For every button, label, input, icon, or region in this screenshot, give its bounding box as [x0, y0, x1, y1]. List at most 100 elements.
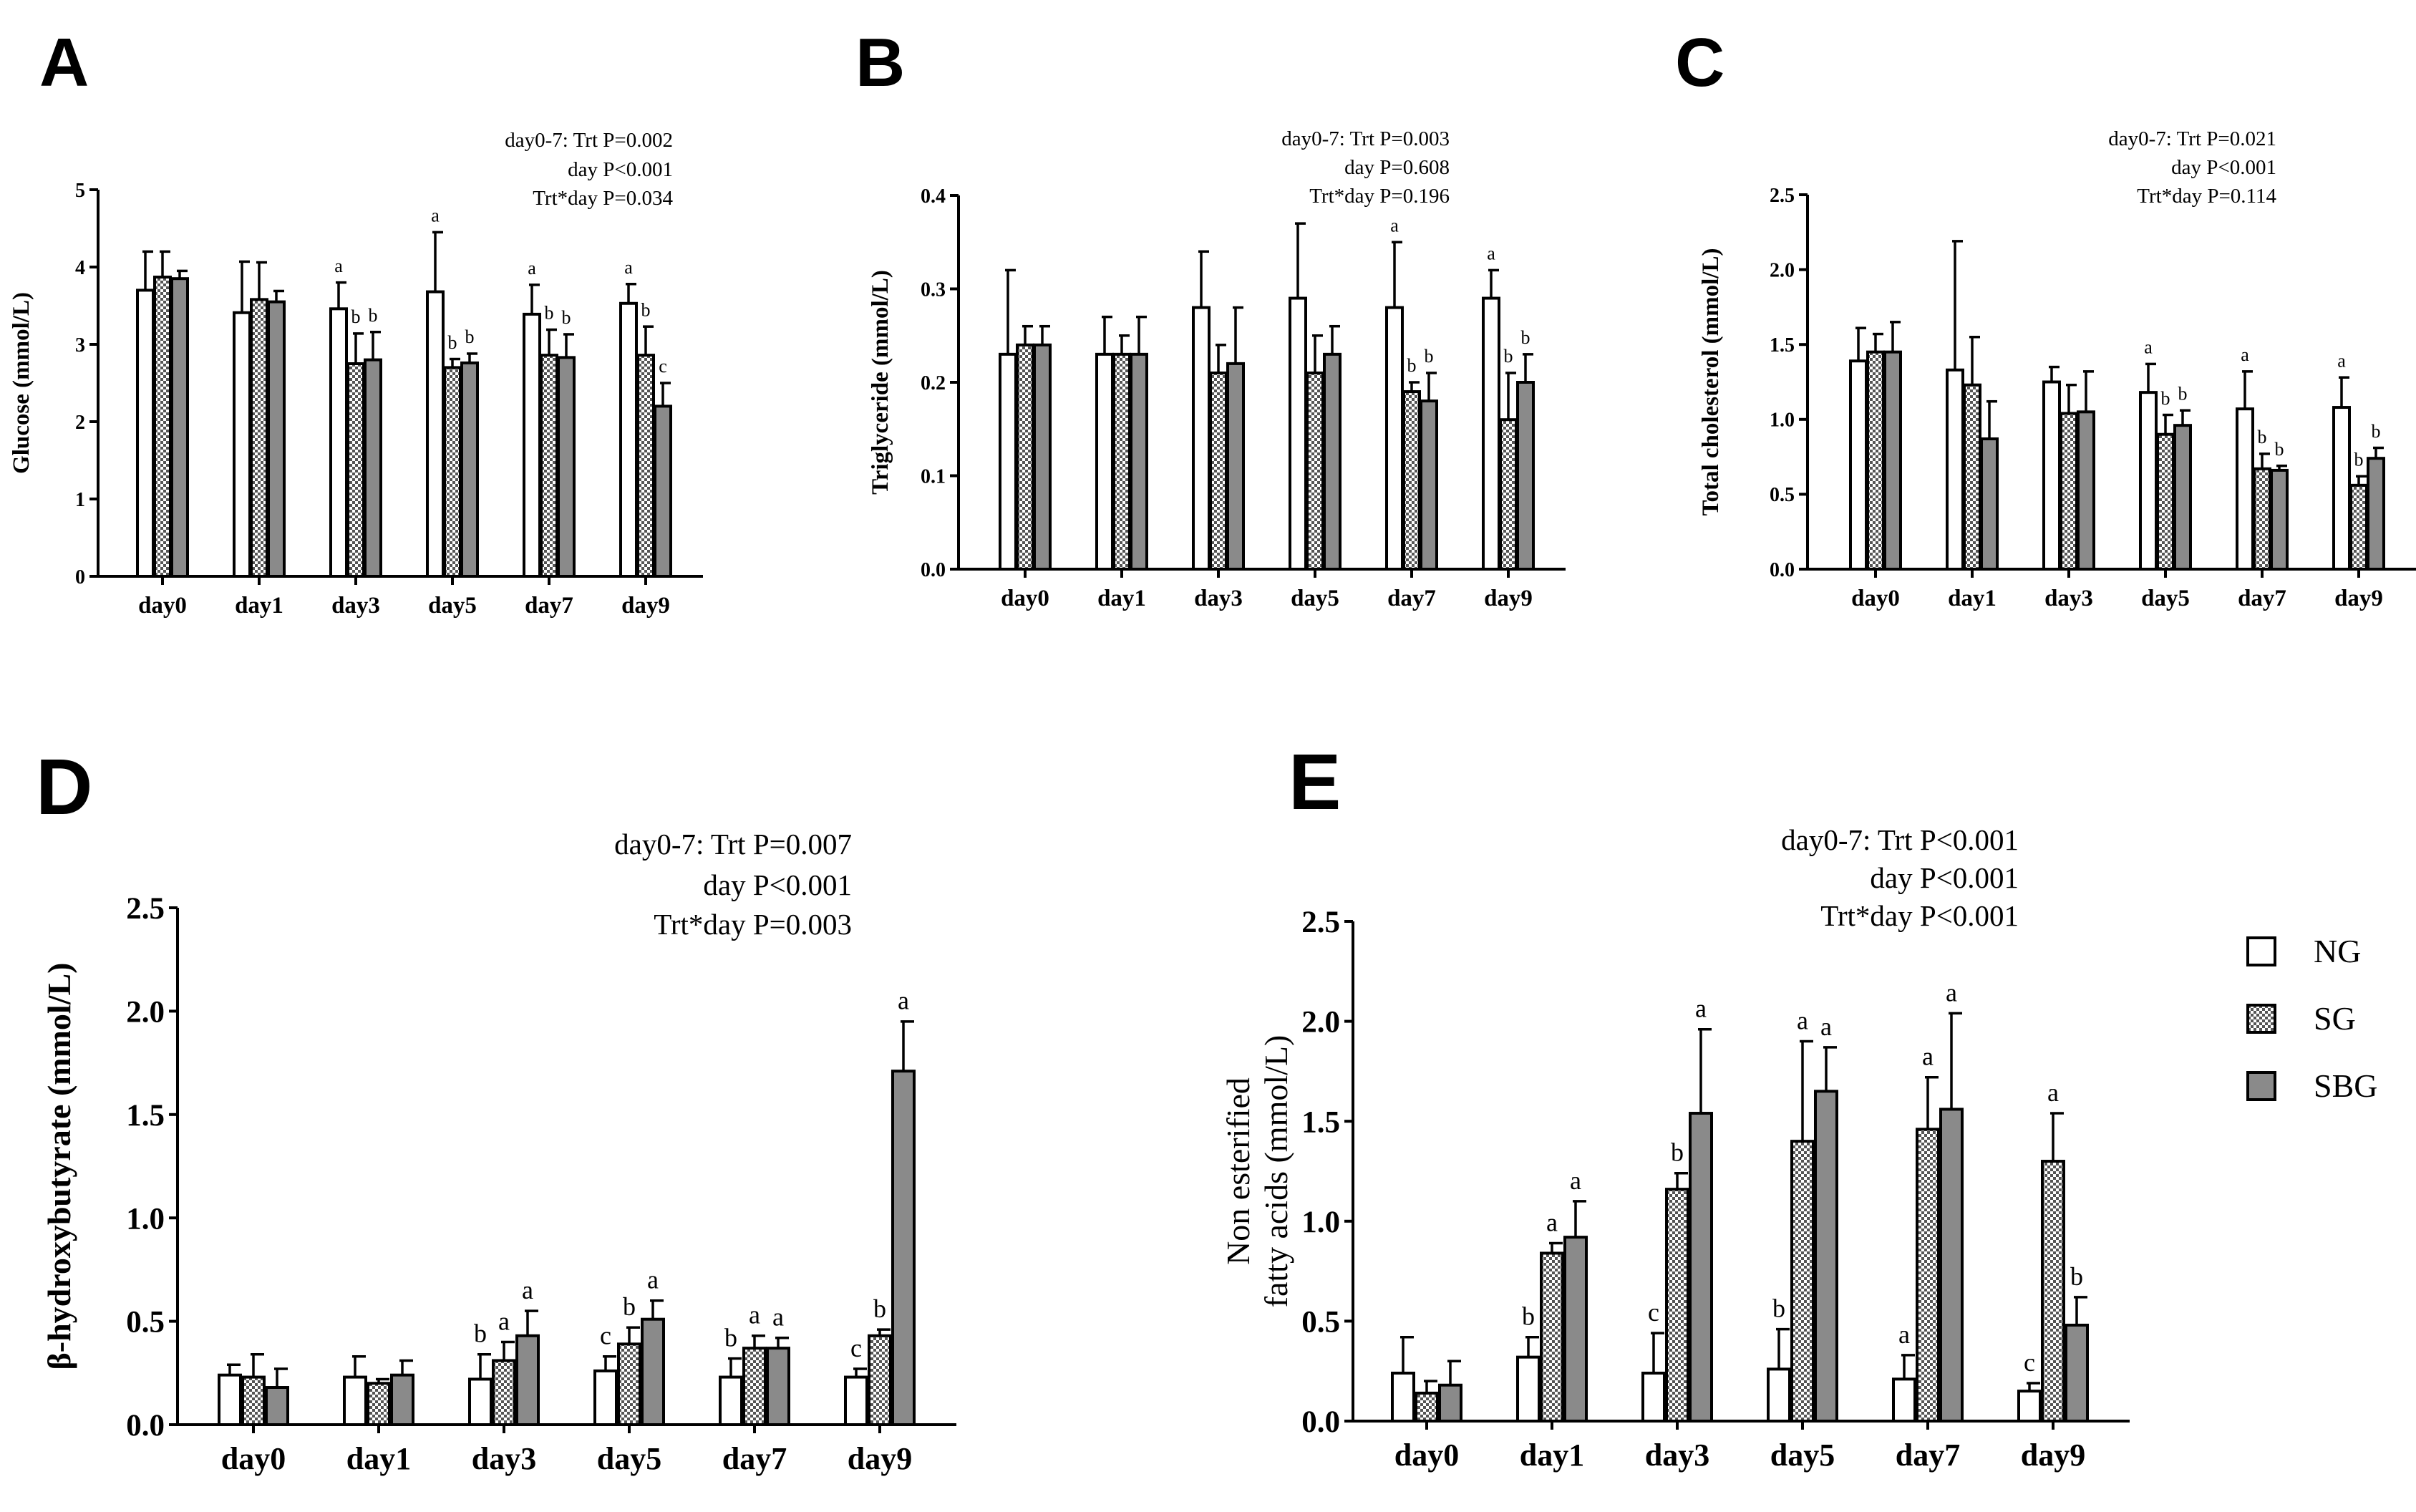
- bar-b-day5-ng: [1289, 296, 1307, 571]
- stat-line-e-0: day0-7: Trt P<0.001: [1781, 823, 2019, 856]
- stat-line-d-1: day P<0.001: [703, 868, 852, 901]
- bar-c-day5-ng: [2139, 391, 2158, 571]
- bar-e-day9-sbg: [2065, 1323, 2089, 1423]
- bar-d-day0-sg: [241, 1375, 266, 1427]
- bar-e-day5-ng: [1767, 1367, 1791, 1423]
- stat-line-c-0: day0-7: Trt P=0.021: [2108, 127, 2276, 150]
- bar-b-day7-ng: [1385, 306, 1404, 571]
- bar-a-day3-ng: [329, 307, 348, 578]
- sig-letter-c-day7-sg: b: [2258, 427, 2267, 447]
- y-tick-label-d-0: 0.0: [126, 1409, 165, 1443]
- y-tick-label-a-0: 0: [75, 566, 85, 588]
- sig-letter-d-day3-sbg: a: [522, 1276, 533, 1304]
- stat-line-a-0: day0-7: Trt P=0.002: [505, 129, 673, 152]
- y-tick-label-c-0: 0.0: [1770, 559, 1795, 581]
- legend-swatch-sbg: [2246, 1071, 2276, 1101]
- bar-a-day0-ng: [136, 289, 155, 578]
- x-tick-label-b-day9: day9: [1484, 586, 1533, 611]
- x-tick-label-a-day1: day1: [235, 593, 283, 619]
- bar-c-day0-sg: [1866, 350, 1885, 571]
- y-axis-label-line-e-0: Non esterified: [1220, 1077, 1256, 1265]
- sig-letter-a-day3-ng: a: [334, 256, 343, 276]
- bar-c-day0-ng: [1849, 359, 1868, 571]
- sig-letter-e-day9-sg: a: [2047, 1078, 2059, 1107]
- sig-letter-e-day3-sg: b: [1671, 1138, 1684, 1167]
- sig-letter-b-day7-sg: b: [1407, 355, 1417, 376]
- sig-letter-c-day9-sbg: b: [2372, 421, 2381, 442]
- bar-c-day9-ng: [2332, 406, 2351, 571]
- bar-d-day1-sbg: [390, 1373, 414, 1426]
- bar-e-day5-sbg: [1814, 1090, 1838, 1423]
- sig-letter-e-day1-sbg: a: [1570, 1166, 1581, 1195]
- x-tick-label-c-day0: day0: [1851, 586, 1900, 611]
- bar-d-day7-sbg: [766, 1347, 790, 1427]
- y-tick-label-a-3: 3: [75, 334, 85, 357]
- legend-swatch-ng: [2246, 936, 2276, 966]
- sig-letter-d-day7-sg: a: [749, 1301, 760, 1329]
- bar-a-day0-sg: [153, 276, 172, 578]
- y-tick-label-a-1: 1: [75, 489, 85, 511]
- bar-c-day1-sg: [1963, 383, 1981, 571]
- bar-e-day0-sbg: [1438, 1383, 1462, 1423]
- bar-e-day1-sg: [1540, 1251, 1564, 1423]
- bar-d-day5-sg: [617, 1342, 641, 1427]
- stat-line-c-1: day P<0.001: [2171, 156, 2276, 179]
- bar-b-day7-sbg: [1420, 399, 1438, 571]
- y-tick-label-e-2: 1.0: [1301, 1206, 1340, 1239]
- bar-d-day1-sg: [367, 1382, 391, 1426]
- y-tick-label-b-4: 0.4: [921, 185, 946, 208]
- bar-a-day3-sg: [346, 362, 365, 578]
- bar-d-day1-ng: [343, 1375, 367, 1427]
- y-tick-label-c-4: 2.0: [1770, 259, 1795, 281]
- bar-e-day5-sg: [1790, 1140, 1815, 1423]
- y-tick-label-e-5: 2.5: [1301, 906, 1340, 939]
- stat-line-c-2: Trt*day P=0.114: [2137, 185, 2276, 208]
- bar-e-day3-sg: [1665, 1188, 1689, 1423]
- sig-letter-a-day9-sbg: c: [659, 356, 667, 377]
- bar-a-day7-ng: [523, 312, 541, 578]
- bar-b-day0-sbg: [1033, 343, 1052, 571]
- y-tick-label-d-2: 1.0: [126, 1202, 165, 1236]
- sig-letter-a-day9-ng: a: [624, 257, 633, 278]
- bar-a-day9-sbg: [654, 404, 672, 578]
- panel-letter-d: D: [36, 743, 92, 831]
- legend-swatch-sg: [2246, 1004, 2276, 1034]
- sig-letter-e-day7-sbg: a: [1946, 978, 1957, 1007]
- bar-a-day1-sg: [250, 298, 268, 578]
- x-tick-label-a-day3: day3: [331, 593, 380, 619]
- y-tick-label-c-1: 0.5: [1770, 484, 1795, 506]
- legend-label-ng: NG: [2314, 933, 2361, 969]
- x-tick-label-c-day1: day1: [1948, 586, 1997, 611]
- bar-e-day9-sg: [2041, 1160, 2065, 1423]
- bar-c-day7-sg: [2253, 467, 2271, 571]
- bar-e-day9-ng: [2017, 1390, 2042, 1423]
- x-tick-label-d-day1: day1: [346, 1441, 411, 1476]
- bar-c-day5-sg: [2156, 432, 2175, 571]
- y-tick-label-c-2: 1.0: [1770, 410, 1795, 432]
- y-tick-label-e-1: 0.5: [1301, 1305, 1340, 1339]
- bar-e-day7-ng: [1892, 1377, 1916, 1423]
- stat-line-a-2: Trt*day P=0.034: [533, 187, 673, 210]
- y-tick-label-a-5: 5: [75, 180, 85, 202]
- y-tick-label-c-3: 1.5: [1770, 334, 1795, 357]
- x-tick-label-a-day0: day0: [138, 593, 187, 619]
- y-tick-label-e-3: 1.5: [1301, 1105, 1340, 1139]
- bar-d-day9-ng: [844, 1375, 868, 1427]
- stat-line-e-1: day P<0.001: [1870, 861, 2019, 894]
- bar-a-day7-sg: [540, 354, 558, 578]
- y-axis-label-e: Non esterifiedfatty acids (mmol/L): [1220, 1035, 1294, 1308]
- bar-e-day0-ng: [1391, 1371, 1415, 1423]
- x-tick-label-a-day9: day9: [621, 593, 670, 619]
- x-tick-label-d-day9: day9: [848, 1441, 912, 1476]
- bar-b-day5-sbg: [1323, 352, 1342, 571]
- sig-letter-c-day7-sbg: b: [2275, 439, 2284, 460]
- sig-letter-e-day7-sg: a: [1922, 1042, 1934, 1071]
- sig-letter-c-day5-ng: a: [2144, 337, 2153, 358]
- sig-letter-d-day7-ng: b: [724, 1323, 737, 1352]
- sig-letter-a-day9-sg: b: [641, 299, 651, 320]
- bar-c-day7-ng: [2236, 407, 2254, 571]
- sig-letter-e-day1-sg: a: [1546, 1208, 1558, 1236]
- sig-letter-a-day5-sbg: b: [465, 326, 475, 347]
